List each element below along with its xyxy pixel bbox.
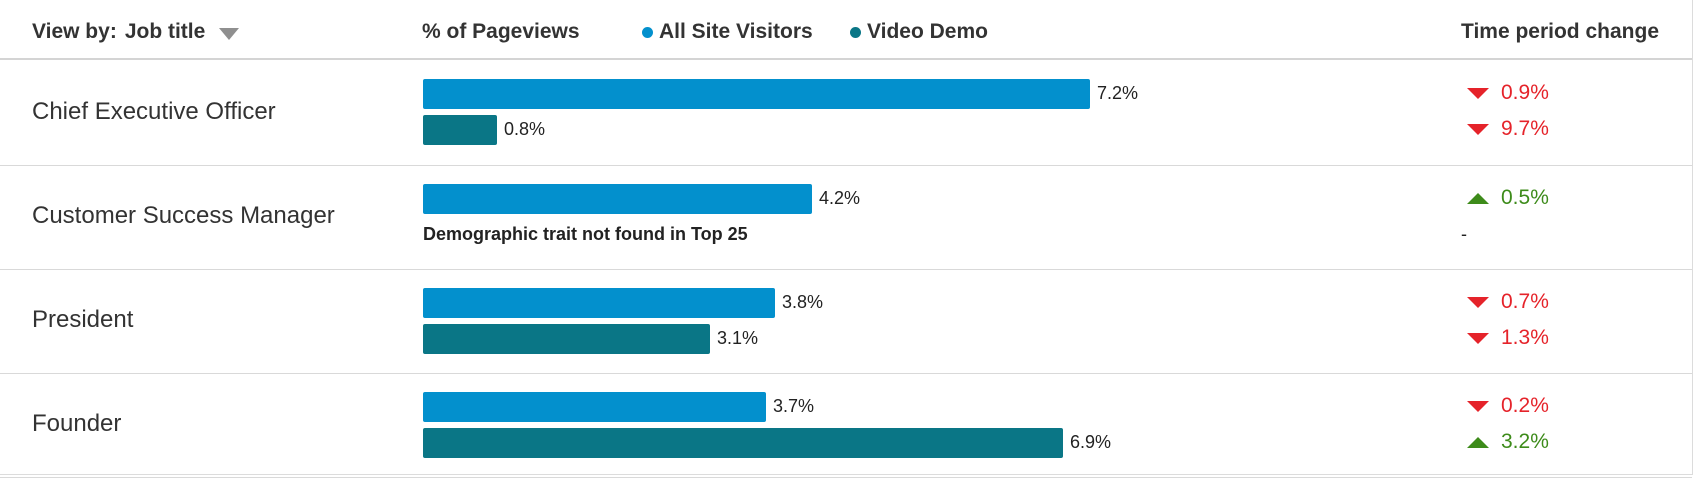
bar-video-demo xyxy=(423,324,710,354)
change-value: 1.3% xyxy=(1501,326,1549,349)
legend-dot-icon xyxy=(850,26,861,38)
change-value: 9.7% xyxy=(1501,117,1549,140)
time-period-change-header: Time period change xyxy=(1461,20,1659,43)
triangle-up-icon xyxy=(1467,436,1489,448)
no-change-dash: - xyxy=(1461,224,1467,244)
legend-item-video-demo: Video Demo xyxy=(850,20,988,44)
legend-label: All Site Visitors xyxy=(659,20,813,43)
bar-all-site-visitors xyxy=(423,288,775,318)
bar-value-label: 7.2% xyxy=(1097,83,1139,103)
table-row: Chief Executive Officer 7.2% 0.8% 0.9% 9.7% xyxy=(0,60,1692,166)
row-label: President xyxy=(32,306,134,333)
bar-value-label: 0.8% xyxy=(504,119,546,139)
chevron-down-icon xyxy=(219,27,240,40)
bar-video-demo xyxy=(423,115,497,145)
table-header: View by: Job title % of Pageviews All Si… xyxy=(0,0,1692,60)
legend-dot-icon xyxy=(642,26,653,38)
bar-value-label: 3.8% xyxy=(782,292,824,312)
change-value: 0.5% xyxy=(1501,186,1549,209)
bar-all-site-visitors xyxy=(423,392,766,422)
missing-trait-note: Demographic trait not found in Top 25 xyxy=(423,224,748,244)
change-down: 1.3% xyxy=(1467,326,1549,350)
triangle-up-icon xyxy=(1467,192,1489,204)
table-row: President 3.8% 3.1% 0.7% 1.3% xyxy=(0,269,1692,374)
legend-label: Video Demo xyxy=(867,20,988,43)
view-by-value: Job title xyxy=(124,20,206,43)
bar-video-demo xyxy=(423,428,1063,458)
bar-all-site-visitors xyxy=(423,184,812,214)
change-down: 0.7% xyxy=(1467,290,1549,314)
triangle-down-icon xyxy=(1467,123,1489,135)
change-value: 0.2% xyxy=(1501,394,1549,417)
bar-value-label: 6.9% xyxy=(1070,432,1112,452)
bar-value-label: 3.1% xyxy=(717,328,759,348)
change-up: 3.2% xyxy=(1467,430,1549,454)
metric-column-header: % of Pageviews xyxy=(422,20,580,43)
row-label: Founder xyxy=(32,410,122,437)
legend-item-all-site-visitors: All Site Visitors xyxy=(642,20,813,44)
row-label: Customer Success Manager xyxy=(32,202,335,229)
change-up: 0.5% xyxy=(1467,186,1549,210)
view-by-label: View by: xyxy=(32,20,117,43)
triangle-down-icon xyxy=(1467,332,1489,344)
triangle-down-icon xyxy=(1467,400,1489,412)
change-down: 9.7% xyxy=(1467,117,1549,141)
bar-all-site-visitors xyxy=(423,79,1090,109)
triangle-down-icon xyxy=(1467,87,1489,99)
row-label: Chief Executive Officer xyxy=(32,97,276,125)
change-value: 0.7% xyxy=(1501,290,1549,313)
view-by-dropdown[interactable]: View by: Job title xyxy=(32,20,240,44)
triangle-down-icon xyxy=(1467,296,1489,308)
change-down: 0.9% xyxy=(1467,81,1549,105)
bar-value-label: 4.2% xyxy=(819,188,861,208)
change-value: 0.9% xyxy=(1501,81,1549,104)
table-row: Customer Success Manager 4.2% Demographic … xyxy=(0,165,1692,270)
table-row: Founder 3.7% 6.9% 0.2% 3.2% xyxy=(0,373,1692,478)
change-down: 0.2% xyxy=(1467,394,1549,418)
change-value: 3.2% xyxy=(1501,430,1549,453)
bar-value-label: 3.7% xyxy=(773,396,815,416)
